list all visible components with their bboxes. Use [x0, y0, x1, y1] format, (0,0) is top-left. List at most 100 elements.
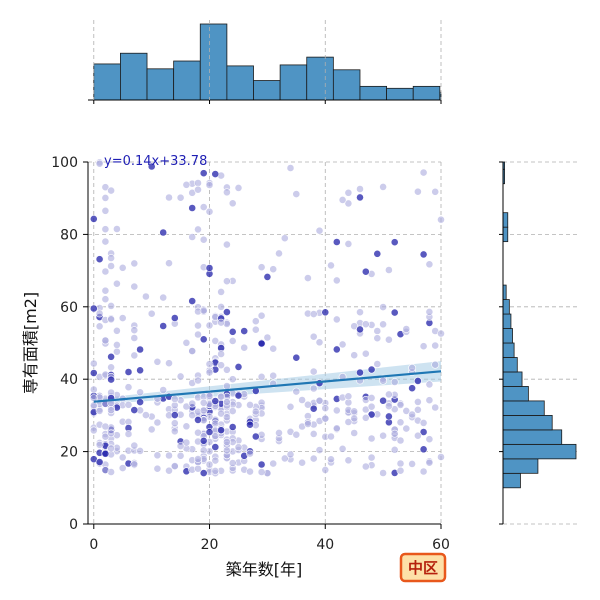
- scatter-point: [234, 443, 243, 452]
- scatter-point: [89, 214, 98, 223]
- district-badge-label: 中区: [408, 559, 438, 577]
- scatter-point: [257, 372, 266, 381]
- scatter-point: [419, 418, 428, 427]
- top-hist-bar: [146, 68, 175, 101]
- scatter-point: [176, 451, 185, 460]
- scatter-point: [199, 203, 208, 211]
- scatter-point: [338, 444, 347, 453]
- scatter-point: [396, 400, 405, 409]
- scatter-point: [413, 187, 422, 196]
- scatter-point: [211, 432, 220, 440]
- scatter-point: [350, 407, 359, 416]
- scatter-point: [413, 405, 422, 414]
- scatter-point: [390, 308, 399, 317]
- scatter-point: [222, 188, 231, 197]
- scatter-point: [159, 322, 168, 330]
- scatter-point: [344, 188, 353, 197]
- scatter-point: [101, 432, 110, 441]
- scatter-point: [107, 406, 115, 415]
- scatter-point: [107, 301, 115, 310]
- top-hist-bar: [279, 64, 308, 101]
- scatter-point: [402, 406, 411, 415]
- right-hist-bar: [502, 472, 521, 489]
- scatter-point: [408, 384, 416, 393]
- scatter-point: [188, 297, 197, 305]
- scatter-point: [165, 259, 173, 268]
- scatter-point: [309, 404, 318, 413]
- scatter-point: [130, 334, 139, 342]
- scatter-points: [89, 158, 445, 478]
- y-axis-title: 専有面積[m2]: [21, 292, 40, 394]
- scatter-point: [309, 310, 318, 318]
- scatter-point: [373, 327, 382, 335]
- scatter-point: [205, 264, 214, 272]
- scatter-point: [194, 428, 202, 437]
- scatter-point: [182, 438, 191, 447]
- scatter-point: [379, 303, 387, 311]
- scatter-point: [176, 193, 185, 202]
- regression-line-group: [93, 370, 442, 403]
- scatter-point: [332, 424, 341, 433]
- right-hist-bar: [502, 458, 539, 474]
- scatter-point: [89, 304, 98, 313]
- scatter-point: [101, 267, 110, 276]
- scatter-point: [170, 462, 179, 470]
- scatter-point: [222, 397, 231, 406]
- scatter-point: [321, 414, 330, 423]
- scatter-point: [211, 170, 220, 178]
- right-hist-bar: [502, 313, 512, 329]
- scatter-point: [379, 469, 387, 477]
- scatter-point: [194, 330, 202, 339]
- scatter-point: [222, 365, 231, 374]
- scatter-point: [130, 441, 139, 450]
- scatter-point: [344, 239, 353, 248]
- scatter-point: [228, 327, 237, 336]
- top-hist-bar: [253, 80, 281, 101]
- scatter-point: [194, 185, 202, 194]
- scatter-point: [107, 262, 115, 270]
- scatter-point: [344, 456, 353, 465]
- scatter-point: [257, 339, 266, 348]
- scatter-point: [101, 286, 110, 295]
- scatter-point: [246, 449, 254, 458]
- scatter-point: [101, 449, 110, 458]
- scatter-point: [95, 322, 104, 331]
- scatter-point: [176, 442, 185, 450]
- y-tick-label: 40: [60, 372, 78, 388]
- scatter-point: [419, 168, 428, 177]
- scatter-point: [246, 400, 254, 409]
- scatter-point: [425, 396, 434, 405]
- scatter-point: [130, 282, 139, 291]
- scatter-point: [321, 465, 330, 474]
- scatter-point: [136, 388, 144, 397]
- scatter-point: [425, 307, 434, 316]
- scatter-point: [165, 451, 173, 460]
- scatter-point: [413, 376, 422, 385]
- scatter-point: [367, 453, 376, 462]
- scatter-point: [303, 400, 312, 409]
- top-hist-bar: [359, 85, 388, 101]
- scatter-point: [199, 235, 208, 244]
- scatter-point: [234, 183, 243, 192]
- scatter-point: [373, 360, 382, 368]
- scatter-point: [269, 344, 278, 353]
- scatter-point: [217, 287, 225, 296]
- scatter-point: [222, 277, 231, 286]
- scatter-point: [425, 458, 434, 467]
- scatter-point: [332, 238, 341, 246]
- scatter-point: [205, 368, 214, 377]
- scatter-point: [384, 390, 393, 399]
- scatter-point: [413, 397, 422, 406]
- scatter-point: [194, 179, 202, 187]
- scatter-point: [182, 422, 191, 431]
- right-hist-bar: [502, 212, 509, 228]
- scatter-point: [373, 249, 382, 258]
- scatter-point: [356, 325, 364, 334]
- scatter-point: [205, 181, 214, 189]
- scatter-point: [199, 436, 208, 445]
- scatter-point: [118, 464, 127, 472]
- y-tick-label: 20: [60, 445, 78, 461]
- x-tick-label: 0: [89, 537, 98, 553]
- scatter-point: [379, 320, 387, 329]
- scatter-point: [101, 422, 110, 431]
